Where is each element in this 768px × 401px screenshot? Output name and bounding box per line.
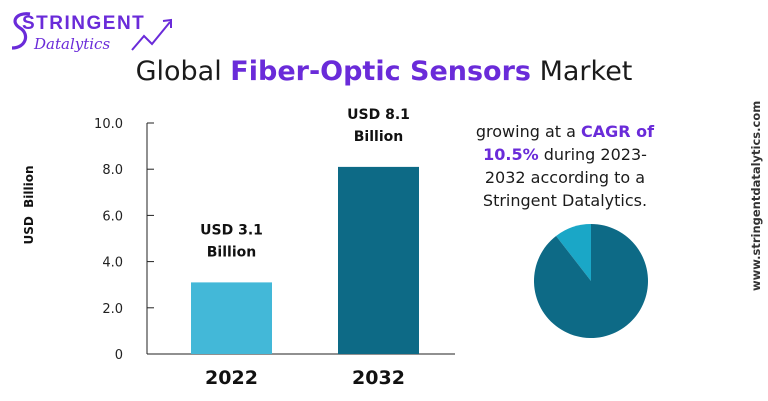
cagr-value: 10.5% bbox=[483, 145, 539, 164]
cagr-text-2: during 2023-2032 according to a Stringen… bbox=[482, 145, 651, 210]
trend-arrow-icon bbox=[131, 18, 172, 51]
title-highlight: Fiber-Optic Sensors bbox=[230, 56, 531, 87]
y-tick-label: 10.0 bbox=[94, 117, 123, 132]
y-tick-label: 6.0 bbox=[102, 209, 123, 224]
cagr-text-1: growing at a bbox=[475, 122, 582, 141]
cagr-statement: growing at a CAGR of 10.5% during 2023-20… bbox=[470, 120, 660, 212]
data-label-value: USD 8.1 bbox=[347, 107, 410, 123]
data-label-unit: Billion bbox=[354, 129, 403, 145]
logo-text-datalytics: Datalytics bbox=[33, 35, 110, 53]
y-tick-label: 4.0 bbox=[102, 256, 123, 271]
page-title: Global Fiber-Optic Sensors Market bbox=[0, 56, 768, 87]
website-url: www.stringentdatalytics.com bbox=[749, 100, 763, 291]
cagr-label: CAGR of bbox=[581, 122, 655, 141]
bar-2032 bbox=[338, 166, 419, 354]
title-part-1: Global bbox=[135, 56, 231, 87]
y-tick-label: 2.0 bbox=[102, 302, 123, 317]
data-label-value: USD 3.1 bbox=[200, 222, 263, 238]
y-axis-label: USD Billion bbox=[22, 165, 36, 244]
pie-slice-2 bbox=[533, 224, 648, 339]
logo-text-stringent: Stringent bbox=[22, 13, 145, 34]
data-label-unit: Billion bbox=[207, 244, 256, 260]
y-tick-label: 8.0 bbox=[102, 163, 123, 178]
pie-slice-1 bbox=[556, 224, 591, 281]
y-tick-label: 0 bbox=[115, 348, 123, 363]
x-tick-label: 2032 bbox=[352, 367, 405, 389]
title-part-2: Market bbox=[531, 56, 633, 87]
stringent-datalytics-logo: Stringent Datalytics bbox=[11, 12, 172, 53]
x-tick-label: 2022 bbox=[205, 367, 258, 389]
bar-2022 bbox=[191, 282, 272, 354]
logo-swoosh-s bbox=[11, 12, 31, 50]
